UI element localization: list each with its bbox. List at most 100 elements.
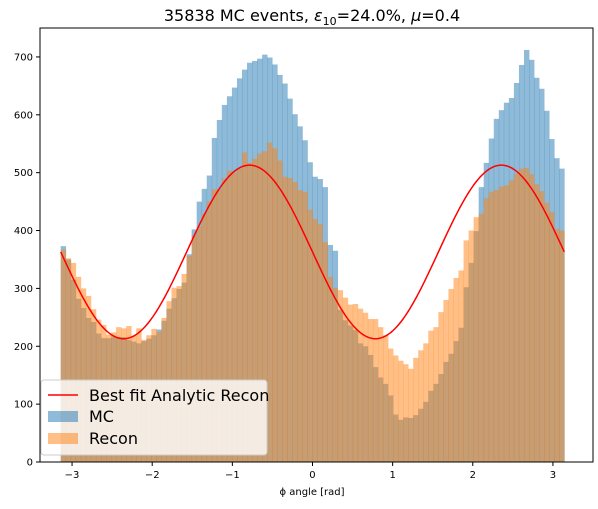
recon-bar <box>534 184 540 463</box>
recon-bar <box>236 168 243 462</box>
recon-bar <box>70 262 77 462</box>
recon-bar <box>388 348 394 462</box>
recon-bar <box>181 273 187 462</box>
series-fit-line <box>60 164 565 340</box>
recon-bar <box>483 198 490 462</box>
recon-bar <box>241 152 248 462</box>
recon-bar <box>201 213 208 462</box>
y-tick-label: 0 <box>27 458 33 469</box>
recon-bar <box>403 364 409 462</box>
y-tick-label: 300 <box>14 284 33 295</box>
x-axis-label: ϕ angle [rad] <box>279 487 344 498</box>
recon-bar <box>529 174 535 462</box>
x-tick-label: −1 <box>225 470 240 481</box>
recon-bar <box>408 368 414 462</box>
legend-mc-label: MC <box>89 407 114 426</box>
recon-bar <box>262 151 268 462</box>
recon-bar <box>549 212 555 462</box>
recon-bar <box>377 327 384 462</box>
y-tick-label: 600 <box>14 110 33 121</box>
recon-bar <box>413 357 419 462</box>
x-axis-ticks: −3 −2 −1 0 1 2 3 <box>65 462 556 481</box>
recon-bar <box>302 191 308 462</box>
x-tick-label: −3 <box>65 470 80 481</box>
recon-bar <box>317 224 323 462</box>
recon-bar <box>287 177 293 462</box>
recon-bar <box>247 162 253 462</box>
recon-bar <box>226 170 233 462</box>
fit-curve <box>60 164 565 340</box>
recon-bar <box>277 160 283 462</box>
recon-bar <box>211 189 218 462</box>
recon-bar <box>322 242 328 462</box>
recon-bar <box>257 153 263 462</box>
recon-bar <box>498 186 505 463</box>
y-tick-label: 500 <box>14 168 33 179</box>
recon-bar <box>312 218 318 462</box>
recon-bar <box>443 299 449 462</box>
legend-mc-swatch <box>48 411 78 422</box>
recon-bar <box>186 255 192 462</box>
legend-recon-swatch <box>48 433 78 444</box>
recon-bar <box>518 168 525 462</box>
recon-bar <box>468 230 474 462</box>
recon-bar <box>382 335 389 462</box>
recon-bar <box>438 312 444 462</box>
y-axis-ticks: 0 100 200 300 400 500 600 700 <box>14 52 40 469</box>
recon-bar <box>272 148 278 463</box>
recon-bar <box>554 228 560 462</box>
recon-bar <box>513 173 520 462</box>
recon-bar <box>332 287 339 462</box>
x-tick-label: −2 <box>145 470 160 481</box>
recon-bar <box>60 249 67 462</box>
recon-bar <box>473 217 480 462</box>
recon-bar <box>503 185 510 462</box>
recon-bar <box>508 180 515 462</box>
recon-bar <box>393 355 399 462</box>
recon-bar <box>433 327 439 462</box>
x-tick-label: 2 <box>470 470 476 481</box>
recon-bar <box>292 181 298 462</box>
recon-bar <box>347 304 354 462</box>
recon-bar <box>488 191 495 462</box>
recon-bar <box>327 276 333 462</box>
plot-frame <box>39 27 594 463</box>
recon-bar <box>65 258 72 462</box>
y-tick-label: 100 <box>14 400 33 411</box>
x-tick-label: 3 <box>550 470 556 481</box>
recon-bar <box>216 188 223 462</box>
recon-bar <box>559 230 565 462</box>
recon-bar <box>252 158 258 462</box>
recon-bar <box>398 360 404 462</box>
recon-bar <box>453 277 459 462</box>
recon-bar <box>342 297 349 462</box>
recon-bar <box>206 201 213 462</box>
legend-box <box>40 379 268 456</box>
recon-bar <box>352 304 359 462</box>
recon-bar <box>418 350 424 462</box>
recon-bar <box>221 178 228 462</box>
recon-bar <box>463 240 469 462</box>
recon-bar <box>297 190 303 462</box>
recon-bar <box>85 295 92 462</box>
recon-bar <box>267 142 273 462</box>
y-tick-label: 200 <box>14 342 33 353</box>
recon-bar <box>231 172 238 463</box>
recon-bar <box>367 319 374 462</box>
recon-bar <box>523 168 530 463</box>
recon-bar <box>372 319 379 462</box>
y-tick-label: 700 <box>14 52 33 63</box>
x-tick-label: 1 <box>389 470 395 481</box>
recon-bar <box>448 288 454 462</box>
x-tick-label: 0 <box>309 470 315 481</box>
recon-bar <box>196 226 203 462</box>
legend-fit-label: Best fit Analytic Recon <box>89 386 269 405</box>
recon-bar <box>171 287 177 462</box>
recon-bar <box>493 190 500 462</box>
recon-bar <box>357 308 364 462</box>
recon-bar <box>362 312 369 462</box>
y-tick-label: 400 <box>14 226 33 237</box>
recon-bar <box>428 330 434 462</box>
